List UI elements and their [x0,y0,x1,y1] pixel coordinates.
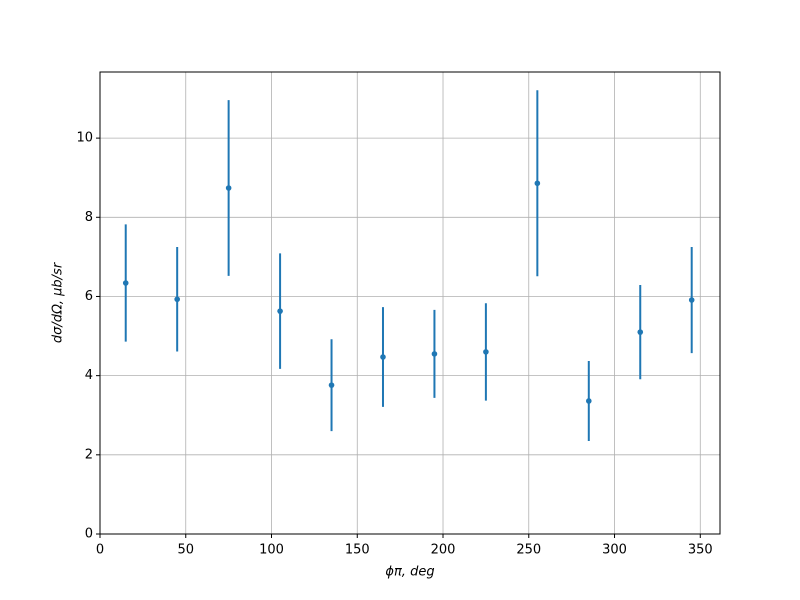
plot-area: 0 50 100 150 200 250 300 350 0 2 4 6 8 10 [76,71,721,558]
data-point [637,329,644,335]
y-tick-label: 6 [85,289,93,304]
x-tick-label: 150 [345,543,370,558]
y-tick-label: 2 [85,447,93,462]
x-tick-label: 250 [516,543,541,558]
data-point [431,351,438,357]
plot-frame [99,71,721,535]
y-tick-label: 4 [85,368,93,383]
x-tick-label: 350 [688,543,713,558]
x-tick-label: 300 [602,543,627,558]
data-point [174,296,180,303]
y-axis-label: dσ/dΩ, μb/sr [51,261,66,343]
data-point [328,382,335,388]
data-point [585,398,592,404]
x-axis-label: ϕπ, deg [385,565,434,580]
data-point [122,280,129,286]
data-point [225,185,232,191]
y-tick-label: 10 [76,131,93,146]
data-point [277,308,283,314]
x-tick-label: 200 [431,543,456,558]
data-point [534,180,541,187]
data-point [483,349,489,355]
data-point [688,297,695,303]
data-point [380,354,386,360]
x-tick-label: 0 [96,543,104,558]
y-tick-label: 0 [85,527,93,542]
x-tick-label: 50 [177,543,194,558]
x-tick-label: 100 [259,543,284,558]
y-tick-label: 8 [85,210,93,225]
